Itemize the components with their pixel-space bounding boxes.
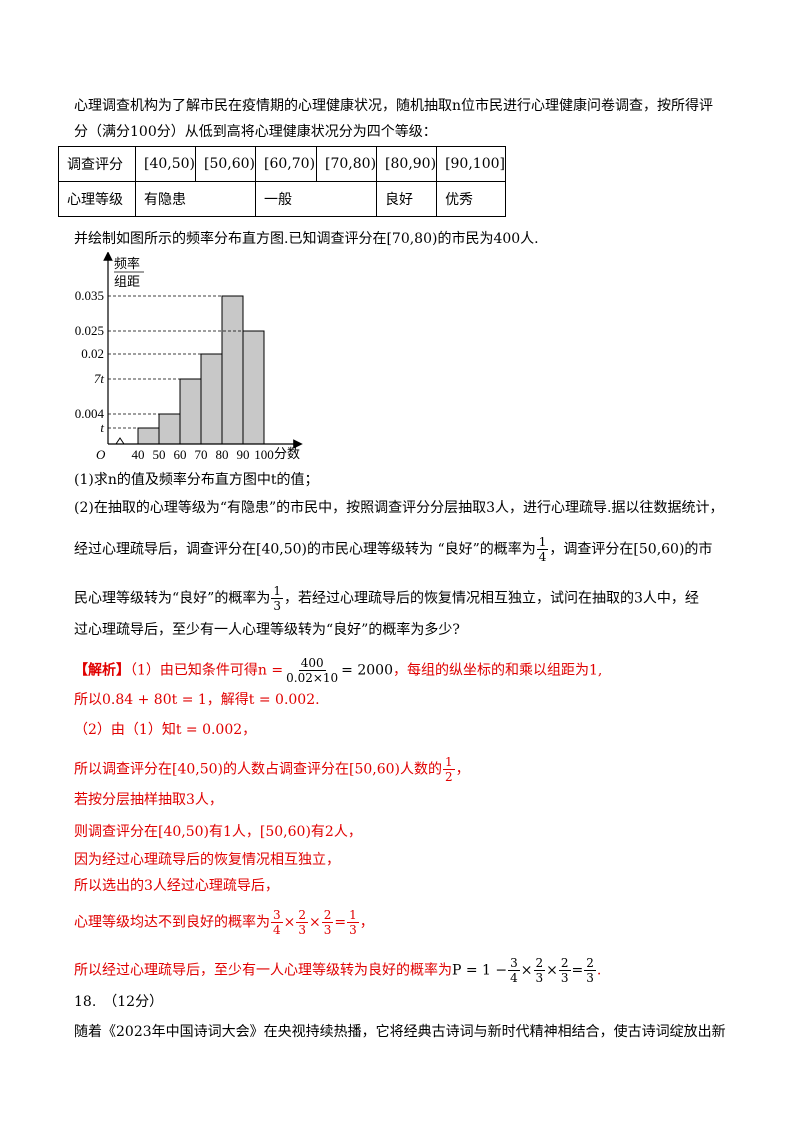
x-tick-label: 60 bbox=[174, 447, 187, 462]
solution-line-4: 所以调查评分在[40,50)的人数占调查评分在[50,60)人数的 1 2， bbox=[74, 755, 470, 784]
x-tick-label: 100 bbox=[254, 447, 274, 462]
interval-cell: [60,70) bbox=[255, 146, 318, 182]
intro-line-2: 分（满分100分）从低到高将心理健康状况分为四个等级： bbox=[74, 124, 437, 140]
question-2-line-4: 过心理疏导后，至少有一人心理等级转为“良好”的概率为多少? bbox=[74, 622, 460, 638]
solution-line-10: 所以经过心理疏导后，至少有一人心理等级转为良好的概率为P = 1 −3 4 × 2 3 ×… bbox=[74, 956, 602, 985]
solution-line-3: （2）由（1）知t = 0.002， bbox=[74, 722, 257, 738]
x-tick-label: 70 bbox=[195, 447, 208, 462]
y-tick-label: 0.035 bbox=[75, 288, 104, 303]
interval-cell: [70,80) bbox=[316, 146, 378, 182]
solution-line-1: 【解析】（1）由已知条件可得n = 400 0.02×10 = 2000，每组的纵坐标… bbox=[74, 656, 603, 685]
score-level-table: 调查评分 [40,50) [50,60) [60,70) [70,80) [80… bbox=[58, 146, 506, 217]
solution-line-6: 则调查评分在[40,50)有1人，[50,60)有2人， bbox=[74, 824, 362, 840]
intro-line-1: 心理调查机构为了解市民在疫情期的心理健康状况，随机抽取n位市民进行心理健康问卷调… bbox=[74, 98, 714, 114]
solution-line-7: 因为经过心理疏导后的恢复情况相互独立， bbox=[74, 852, 340, 868]
histogram-bar bbox=[158, 413, 181, 445]
level-cell: 优秀 bbox=[436, 181, 506, 217]
origin-label: O bbox=[96, 447, 106, 462]
xlabel: 分数 bbox=[274, 446, 300, 461]
table-row: 心理等级 有隐患 一般 良好 优秀 bbox=[58, 181, 506, 217]
interval-cell: [80,90) bbox=[376, 146, 438, 182]
interval-cell: [40,50) bbox=[134, 146, 197, 182]
next-problem-number: 18. （12分） bbox=[74, 994, 164, 1010]
y-tick-label: 0.025 bbox=[75, 323, 104, 338]
question-2-line-1: (2)在抽取的心理等级为“有隐患”的市民中，按照调查评分分层抽取3人，进行心理疏… bbox=[74, 500, 724, 516]
ylabel-bottom: 组距 bbox=[114, 274, 140, 289]
axis-break bbox=[115, 437, 125, 445]
y-tick-label: 0.004 bbox=[75, 406, 105, 421]
level-cell: 有隐患 bbox=[134, 181, 257, 217]
histogram-bar bbox=[200, 353, 223, 445]
y-tick-label: t bbox=[100, 420, 104, 435]
question-1: (1)求n的值及频率分布直方图中t的值； bbox=[74, 472, 319, 488]
next-problem-text: 随着《2023年中国诗词大会》在央视持续热播，它将经典古诗词与新时代精神相结合，… bbox=[74, 1024, 726, 1040]
solution-line-2: 所以0.84 + 80t = 1，解得t = 0.002. bbox=[74, 692, 320, 708]
table-row-label: 心理等级 bbox=[58, 181, 136, 217]
after-table-text: 并绘制如图所示的频率分布直方图.已知调查评分在[70,80)的市民为400人. bbox=[74, 231, 539, 247]
question-2-line-3: 民心理等级转为“良好”的概率为 1 3 ，若经过心理疏导后的恢复情况相互独立，试问在抽… bbox=[74, 584, 699, 613]
interval-cell: [90,100] bbox=[436, 146, 506, 182]
y-tick-label: 0.02 bbox=[81, 346, 104, 361]
level-cell: 一般 bbox=[255, 181, 378, 217]
histogram-bar bbox=[242, 330, 265, 445]
histogram-bar bbox=[179, 378, 202, 445]
table-row: 调查评分 [40,50) [50,60) [60,70) [70,80) [80… bbox=[58, 146, 506, 182]
question-2-line-2: 经过心理疏导后，调查评分在[40,50)的市民心理等级转为 “良好”的概率为 1 4… bbox=[74, 535, 713, 564]
ylabel-top: 频率 bbox=[114, 256, 140, 271]
x-tick-label: 80 bbox=[216, 447, 229, 462]
solution-line-8: 所以选出的3人经过心理疏导后， bbox=[74, 878, 279, 894]
x-tick-label: 50 bbox=[153, 447, 166, 462]
histogram-bar bbox=[137, 427, 160, 445]
histogram-bar bbox=[221, 295, 244, 445]
solution-line-9: 心理等级均达不到良好的概率为 3 4 × 2 3 × 2 3 = 1 3， bbox=[74, 908, 374, 937]
x-tick-label: 40 bbox=[132, 447, 145, 462]
solution-tag: 【解析】 bbox=[74, 662, 130, 679]
solution-line-5: 若按分层抽样抽取3人， bbox=[74, 792, 223, 808]
level-cell: 良好 bbox=[376, 181, 438, 217]
interval-cell: [50,60) bbox=[195, 146, 257, 182]
table-row-label: 调查评分 bbox=[58, 146, 136, 182]
y-tick-label: 7t bbox=[94, 371, 105, 386]
x-tick-label: 90 bbox=[237, 447, 250, 462]
